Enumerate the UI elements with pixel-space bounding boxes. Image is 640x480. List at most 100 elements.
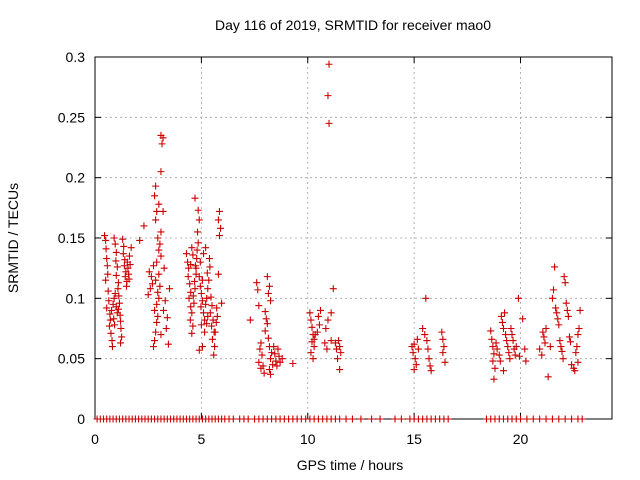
- data-point: [212, 318, 220, 326]
- data-point: [490, 375, 498, 383]
- x-axis-label: GPS time / hours: [297, 457, 404, 473]
- data-point: [197, 321, 205, 329]
- y-tick-label: 0.15: [58, 230, 85, 246]
- data-point: [546, 343, 554, 351]
- chart-title: Day 116 of 2019, SRMTID for receiver mao…: [215, 17, 491, 33]
- data-point: [194, 239, 202, 247]
- data-point: [540, 333, 548, 341]
- data-point: [117, 317, 125, 325]
- data-point: [258, 351, 266, 359]
- data-point: [555, 415, 563, 423]
- data-point: [105, 297, 113, 305]
- data-point: [187, 261, 195, 269]
- data-point: [191, 194, 199, 202]
- data-point: [314, 312, 322, 320]
- data-point: [156, 282, 164, 290]
- data-point: [151, 306, 159, 314]
- data-point: [424, 345, 432, 353]
- data-point: [156, 240, 164, 248]
- data-point: [321, 339, 329, 347]
- data-point: [552, 304, 560, 312]
- data-point: [113, 263, 121, 271]
- data-point: [155, 270, 163, 278]
- data-point: [259, 362, 267, 370]
- data-point: [148, 280, 156, 288]
- data-point: [488, 335, 496, 343]
- y-tick-label: 0.2: [66, 170, 86, 186]
- data-point: [270, 343, 278, 351]
- data-point: [163, 314, 171, 322]
- data-point: [157, 228, 165, 236]
- data-point: [154, 234, 162, 242]
- data-point: [190, 299, 198, 307]
- data-point: [444, 415, 452, 423]
- data-point: [427, 367, 435, 375]
- data-point: [411, 355, 419, 363]
- data-point: [154, 312, 162, 320]
- data-point: [425, 355, 433, 363]
- data-point: [211, 343, 219, 351]
- data-point: [522, 357, 530, 365]
- data-point: [557, 343, 565, 351]
- data-point: [576, 306, 584, 314]
- data-point: [325, 60, 333, 68]
- data-point: [204, 312, 212, 320]
- data-point: [564, 312, 572, 320]
- data-point: [307, 349, 315, 357]
- data-point: [542, 325, 550, 332]
- data-point: [544, 373, 552, 381]
- data-point: [203, 294, 211, 302]
- data-point: [574, 331, 582, 339]
- data-point: [155, 294, 163, 302]
- data-point: [208, 302, 216, 310]
- data-point: [217, 224, 225, 232]
- data-point: [145, 268, 153, 276]
- data-point: [556, 337, 564, 345]
- data-point: [368, 415, 376, 423]
- data-point: [161, 297, 169, 305]
- data-point: [206, 263, 214, 271]
- data-point: [549, 286, 557, 294]
- data-point: [188, 329, 196, 337]
- data-point: [336, 366, 344, 374]
- data-point: [112, 257, 120, 265]
- data-point: [204, 285, 212, 293]
- data-point: [558, 347, 566, 355]
- data-point: [155, 200, 163, 208]
- data-point: [108, 306, 116, 314]
- data-point: [189, 322, 197, 330]
- data-point: [256, 345, 264, 353]
- data-point: [376, 415, 384, 423]
- data-point: [410, 340, 418, 348]
- data-point: [440, 343, 448, 351]
- data-point: [391, 415, 399, 423]
- data-point: [146, 285, 154, 293]
- data-point: [289, 359, 297, 367]
- data-point: [208, 322, 216, 330]
- data-point: [153, 207, 161, 215]
- data-point: [152, 328, 160, 336]
- data-point: [551, 263, 559, 271]
- data-point: [499, 367, 507, 375]
- data-point: [554, 315, 562, 323]
- data-point: [182, 250, 190, 258]
- data-point: [117, 325, 125, 332]
- data-point: [112, 248, 120, 256]
- data-point: [441, 358, 449, 366]
- data-point: [504, 343, 512, 351]
- data-point: [325, 119, 333, 127]
- data-point: [269, 361, 277, 369]
- data-point: [517, 415, 525, 423]
- data-point: [185, 294, 193, 302]
- data-point: [102, 236, 110, 244]
- data-point: [115, 292, 123, 300]
- data-point: [509, 337, 517, 345]
- x-tick-label: 10: [300, 431, 316, 447]
- data-point: [261, 327, 269, 335]
- data-point: [562, 299, 570, 307]
- data-point: [267, 355, 275, 363]
- data-point: [103, 304, 111, 312]
- x-tick-label: 15: [406, 431, 422, 447]
- data-point: [126, 261, 134, 269]
- data-point: [119, 250, 127, 258]
